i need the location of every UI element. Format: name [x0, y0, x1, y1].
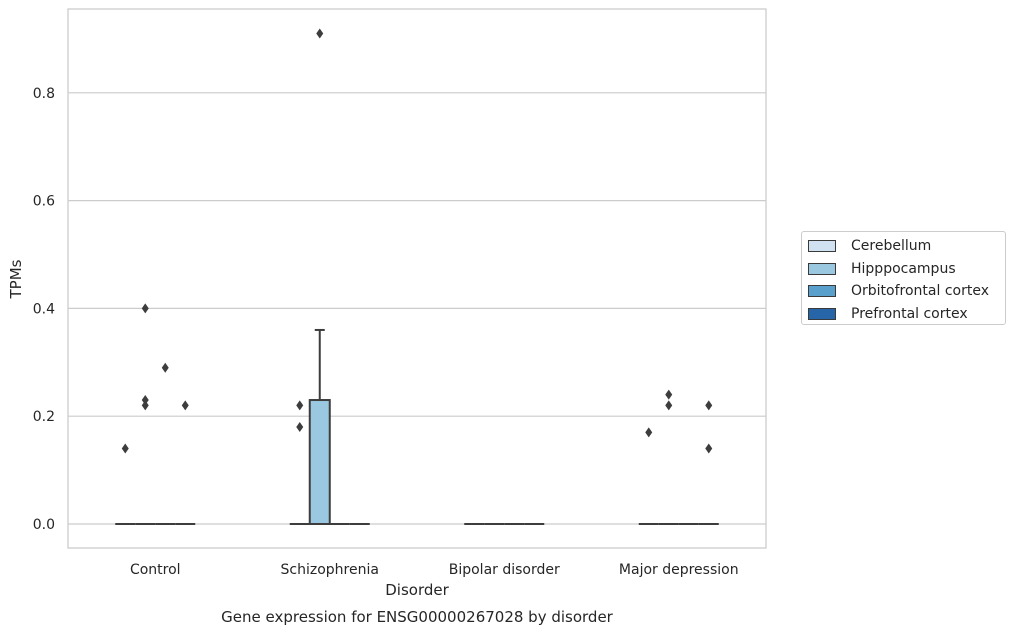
outlier-point	[181, 400, 189, 411]
box-hipppocampus-control	[135, 303, 156, 525]
outlier-point	[316, 28, 324, 39]
box-cerebellum-control	[115, 443, 136, 525]
y-tick-label: 0.2	[33, 409, 55, 425]
legend-swatch	[808, 285, 836, 298]
y-tick-label: 0.6	[33, 194, 55, 210]
x-tick-label: Major depression	[619, 562, 739, 578]
outlier-point	[121, 443, 129, 454]
outlier-point	[645, 427, 653, 438]
outlier-point	[665, 389, 673, 400]
legend-item: Cerebellum	[808, 236, 931, 256]
box-body	[308, 399, 331, 525]
outlier-point	[141, 400, 149, 411]
outlier-point	[296, 400, 304, 411]
legend-label: Cerebellum	[851, 238, 932, 254]
box-hipppocampus-major-depression	[658, 389, 679, 525]
chart-title: Gene expression for ENSG00000267028 by d…	[221, 608, 614, 626]
outlier-point	[665, 400, 673, 411]
x-axis-label: Disorder	[385, 581, 449, 599]
x-axis: Control Schizophrenia Bipolar disorder Majo…	[130, 562, 739, 578]
outlier-point	[161, 362, 169, 373]
plot-area	[115, 28, 719, 525]
box-cerebellum-schizophrenia	[289, 400, 310, 525]
outlier-point	[705, 400, 713, 411]
outlier-point	[296, 421, 304, 432]
box-hipppocampus-schizophrenia	[308, 28, 331, 525]
y-axis-label: TPMs	[7, 259, 25, 299]
y-tick-label: 0.0	[33, 517, 55, 533]
outlier-point	[141, 395, 149, 406]
legend-label: Orbitofrontal cortex	[851, 283, 989, 300]
y-tick-label: 0.8	[33, 86, 55, 102]
x-tick-label: Bipolar disorder	[449, 562, 560, 578]
x-tick-label: Schizophrenia	[281, 562, 379, 578]
outlier-point	[141, 303, 149, 314]
box-prefrontal-cortex-control	[175, 400, 196, 525]
legend-label: Prefrontal cortex	[851, 305, 968, 322]
box-cerebellum-major-depression	[638, 427, 659, 525]
legend-swatch	[808, 240, 836, 252]
y-axis: 0.0 0.2 0.4 0.6 0.8	[33, 86, 55, 533]
legend-label: Hipppocampus	[851, 260, 956, 277]
legend-item: Prefrontal cortex	[808, 304, 968, 324]
gridlines	[68, 92, 766, 525]
legend: Cerebellum Hipppocampus Orbitofrontal cort…	[801, 231, 1006, 325]
outlier-point	[705, 443, 713, 454]
x-tick-label: Control	[130, 562, 181, 578]
plot-frame	[67, 8, 767, 549]
y-tick-label: 0.4	[33, 301, 55, 317]
legend-item: Orbitofrontal cortex	[808, 281, 989, 301]
box-orbitofrontal-cortex-control	[155, 362, 176, 525]
box-prefrontal-cortex-major-depression	[698, 400, 719, 525]
legend-swatch	[808, 307, 836, 320]
legend-swatch	[808, 262, 836, 275]
legend-item: Hipppocampus	[808, 259, 956, 279]
